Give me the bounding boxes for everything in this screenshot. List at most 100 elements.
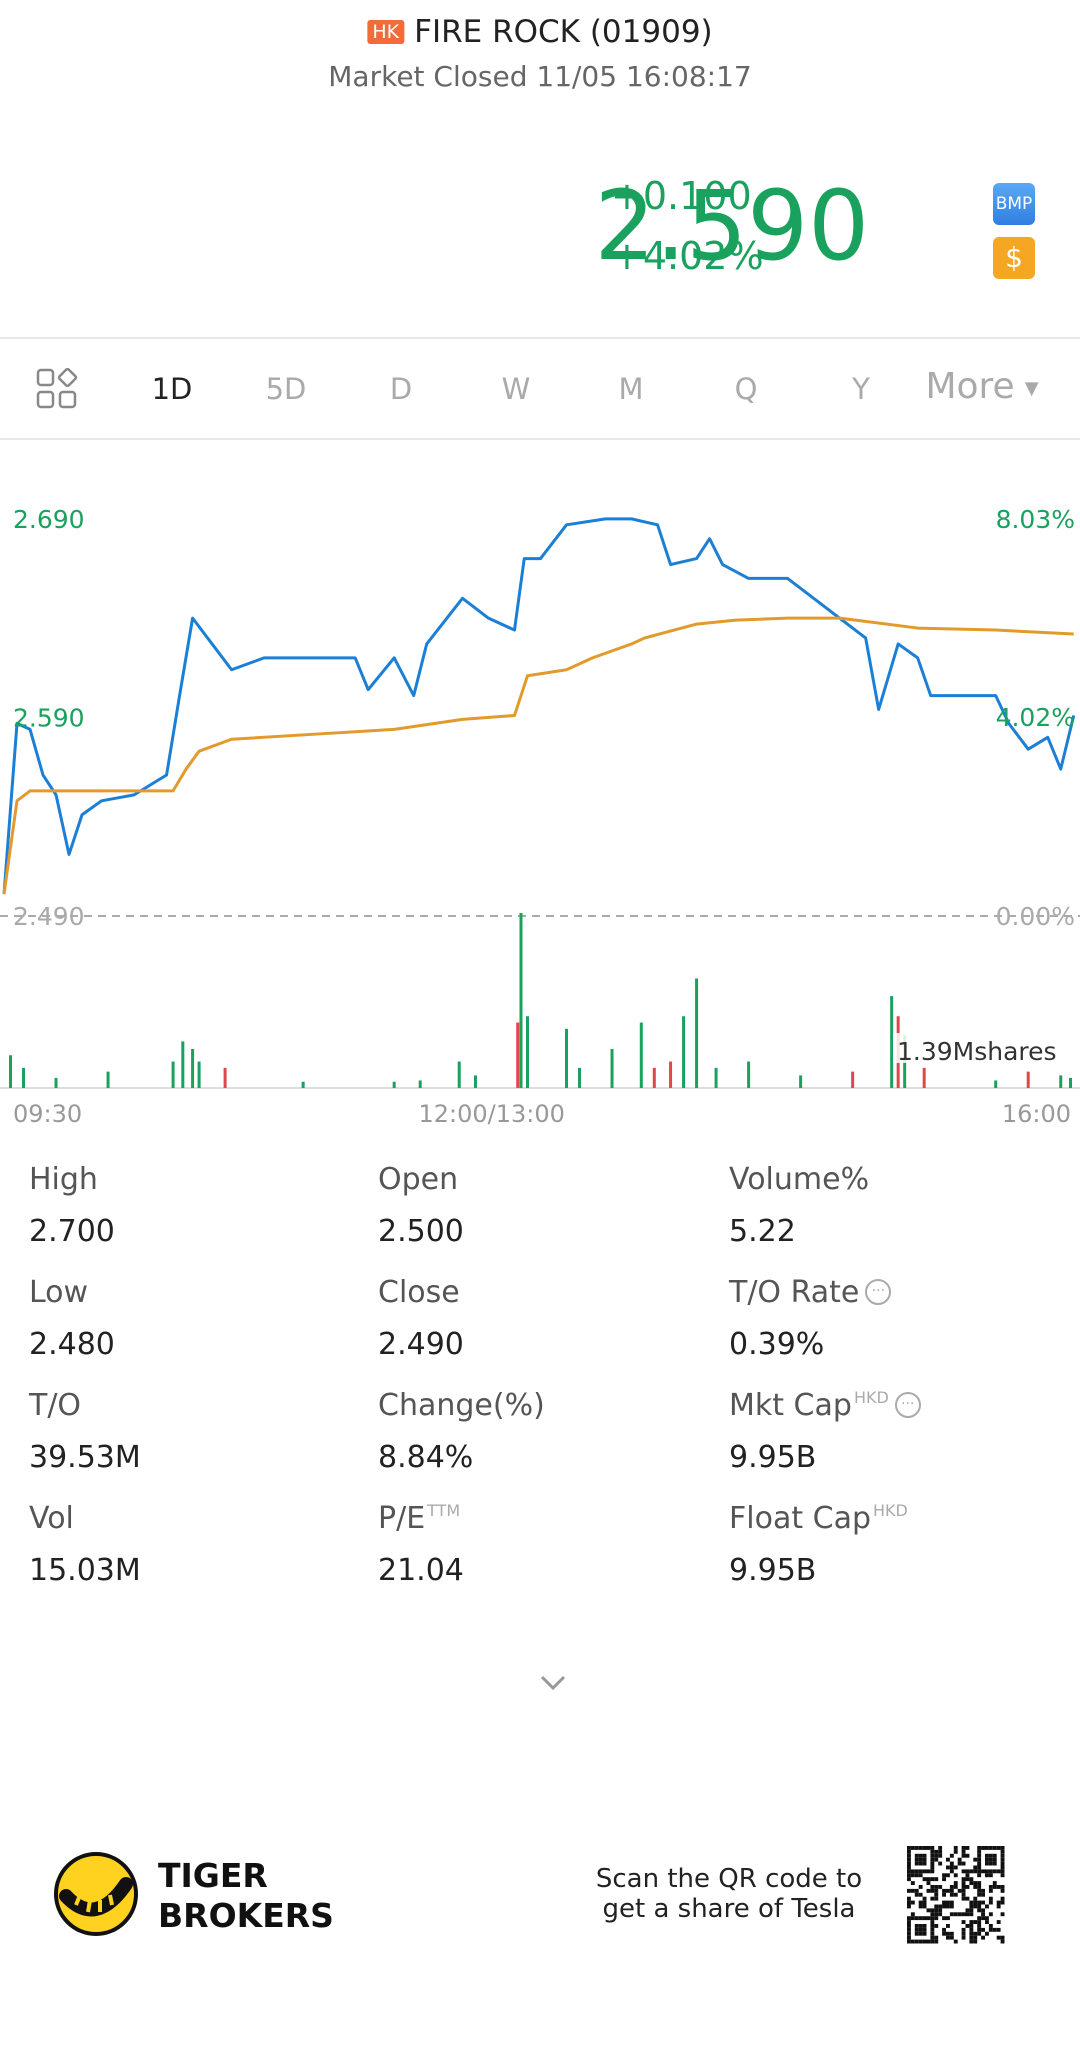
- qr-module: [977, 1892, 982, 1897]
- qr-module: [988, 1900, 993, 1905]
- volume-bar: [639, 1022, 643, 1088]
- qr-module: [934, 1904, 939, 1909]
- qr-module: [973, 1904, 978, 1909]
- qr-module: [977, 1927, 982, 1932]
- qr-module: [953, 1849, 958, 1854]
- stat-label: T/O: [29, 1388, 81, 1423]
- qr-module: [918, 1939, 923, 1944]
- qr-module: [914, 1873, 919, 1878]
- stat-label: Close: [378, 1275, 460, 1310]
- qr-module: [981, 1908, 985, 1913]
- qr-module: [930, 1935, 935, 1940]
- dollar-icon[interactable]: $: [993, 237, 1035, 279]
- y2-tick-label: 0.00%: [996, 902, 1075, 931]
- volume-bar: [516, 1022, 520, 1088]
- qr-module: [969, 1927, 974, 1932]
- qr-module: [910, 1939, 915, 1944]
- expand-chevron[interactable]: [539, 1674, 567, 1692]
- qr-module: [977, 1904, 982, 1909]
- qr-module: [910, 1881, 915, 1885]
- qr-module: [930, 1939, 935, 1944]
- qr-module: [981, 1900, 985, 1905]
- qr-module: [907, 1916, 911, 1921]
- volume-bar: [392, 1081, 396, 1088]
- tab[interactable]: 5D: [265, 372, 307, 406]
- tab[interactable]: Q: [734, 372, 758, 406]
- tab[interactable]: W: [501, 372, 531, 406]
- price-line: [2, 517, 1076, 895]
- qr-module: [996, 1900, 1001, 1905]
- volume-bar: [1059, 1075, 1063, 1088]
- dropdown-arrow: ▼: [1024, 377, 1039, 399]
- qr-module: [965, 1873, 970, 1878]
- qr-module: [973, 1857, 978, 1862]
- qr-module: [973, 1869, 978, 1874]
- tab[interactable]: M: [618, 372, 644, 406]
- qr-module: [985, 1846, 989, 1850]
- stat-label-text: Close: [378, 1275, 460, 1310]
- qr-module: [981, 1912, 985, 1917]
- qr-module: [922, 1853, 927, 1858]
- market-badge: HK: [367, 20, 405, 44]
- qr-module: [910, 1916, 915, 1921]
- qr-module: [1000, 1849, 1005, 1854]
- qr-module: [988, 1885, 993, 1889]
- y-tick-label: 2.690: [13, 505, 85, 534]
- qr-module: [914, 1916, 919, 1921]
- stat-label: T/O Rate ···: [729, 1275, 892, 1310]
- qr-module: [988, 1896, 993, 1901]
- tab[interactable]: More ▼: [925, 366, 1039, 407]
- info-icon[interactable]: ···: [865, 1279, 892, 1305]
- tab[interactable]: D: [389, 372, 413, 406]
- qr-module: [918, 1892, 923, 1897]
- info-icon[interactable]: ···: [894, 1392, 921, 1418]
- qr-module: [946, 1900, 950, 1905]
- stat-label-sup: HKD: [873, 1501, 908, 1520]
- y-tick-label: 2.590: [13, 703, 85, 732]
- stat-value: 39.53M: [29, 1440, 141, 1475]
- qr-module: [907, 1865, 911, 1870]
- average-line: [2, 616, 1074, 895]
- qr-module: [938, 1908, 943, 1913]
- qr-module: [996, 1885, 1001, 1889]
- qr-module: [926, 1869, 931, 1874]
- promo-line: get a share of Tesla: [602, 1894, 856, 1924]
- qr-module: [996, 1846, 1001, 1850]
- volume-bar: [525, 1016, 529, 1088]
- qr-module: [946, 1904, 950, 1909]
- layout-icon[interactable]: [36, 368, 78, 410]
- volume-bar: [54, 1077, 58, 1088]
- brand-line: BROKERS: [158, 1896, 334, 1935]
- qr-module: [910, 1900, 915, 1905]
- qr-module: [949, 1900, 954, 1905]
- qr-module: [977, 1900, 982, 1905]
- stat-value: 2.480: [29, 1327, 115, 1362]
- qr-module: [926, 1888, 931, 1893]
- qr-module: [969, 1900, 974, 1905]
- qr-module: [988, 1857, 993, 1862]
- qr-module: [946, 1888, 950, 1893]
- qr-module: [922, 1846, 927, 1850]
- qr-module: [961, 1881, 966, 1885]
- bmp-icon[interactable]: BMP: [993, 183, 1035, 225]
- qr-module: [1000, 1888, 1005, 1893]
- qr-module: [942, 1931, 946, 1936]
- qr-module: [953, 1912, 958, 1917]
- qr-module: [942, 1916, 946, 1921]
- qr-module: [965, 1885, 970, 1889]
- qr-module: [914, 1846, 919, 1850]
- qr-module: [918, 1924, 923, 1928]
- tab[interactable]: 1D: [151, 372, 193, 406]
- stat-label-sup: TTM: [427, 1501, 461, 1520]
- qr-module: [910, 1912, 915, 1917]
- qr-module: [930, 1924, 935, 1928]
- qr-module: [961, 1853, 966, 1858]
- qr-module: [910, 1888, 915, 1893]
- qr-module: [969, 1939, 974, 1944]
- stat-label: Low: [29, 1275, 88, 1310]
- volume-bar: [301, 1081, 305, 1088]
- stat-label: Volume%: [729, 1162, 869, 1197]
- qr-module: [965, 1877, 970, 1882]
- tab[interactable]: Y: [852, 372, 870, 406]
- qr-module: [977, 1881, 982, 1885]
